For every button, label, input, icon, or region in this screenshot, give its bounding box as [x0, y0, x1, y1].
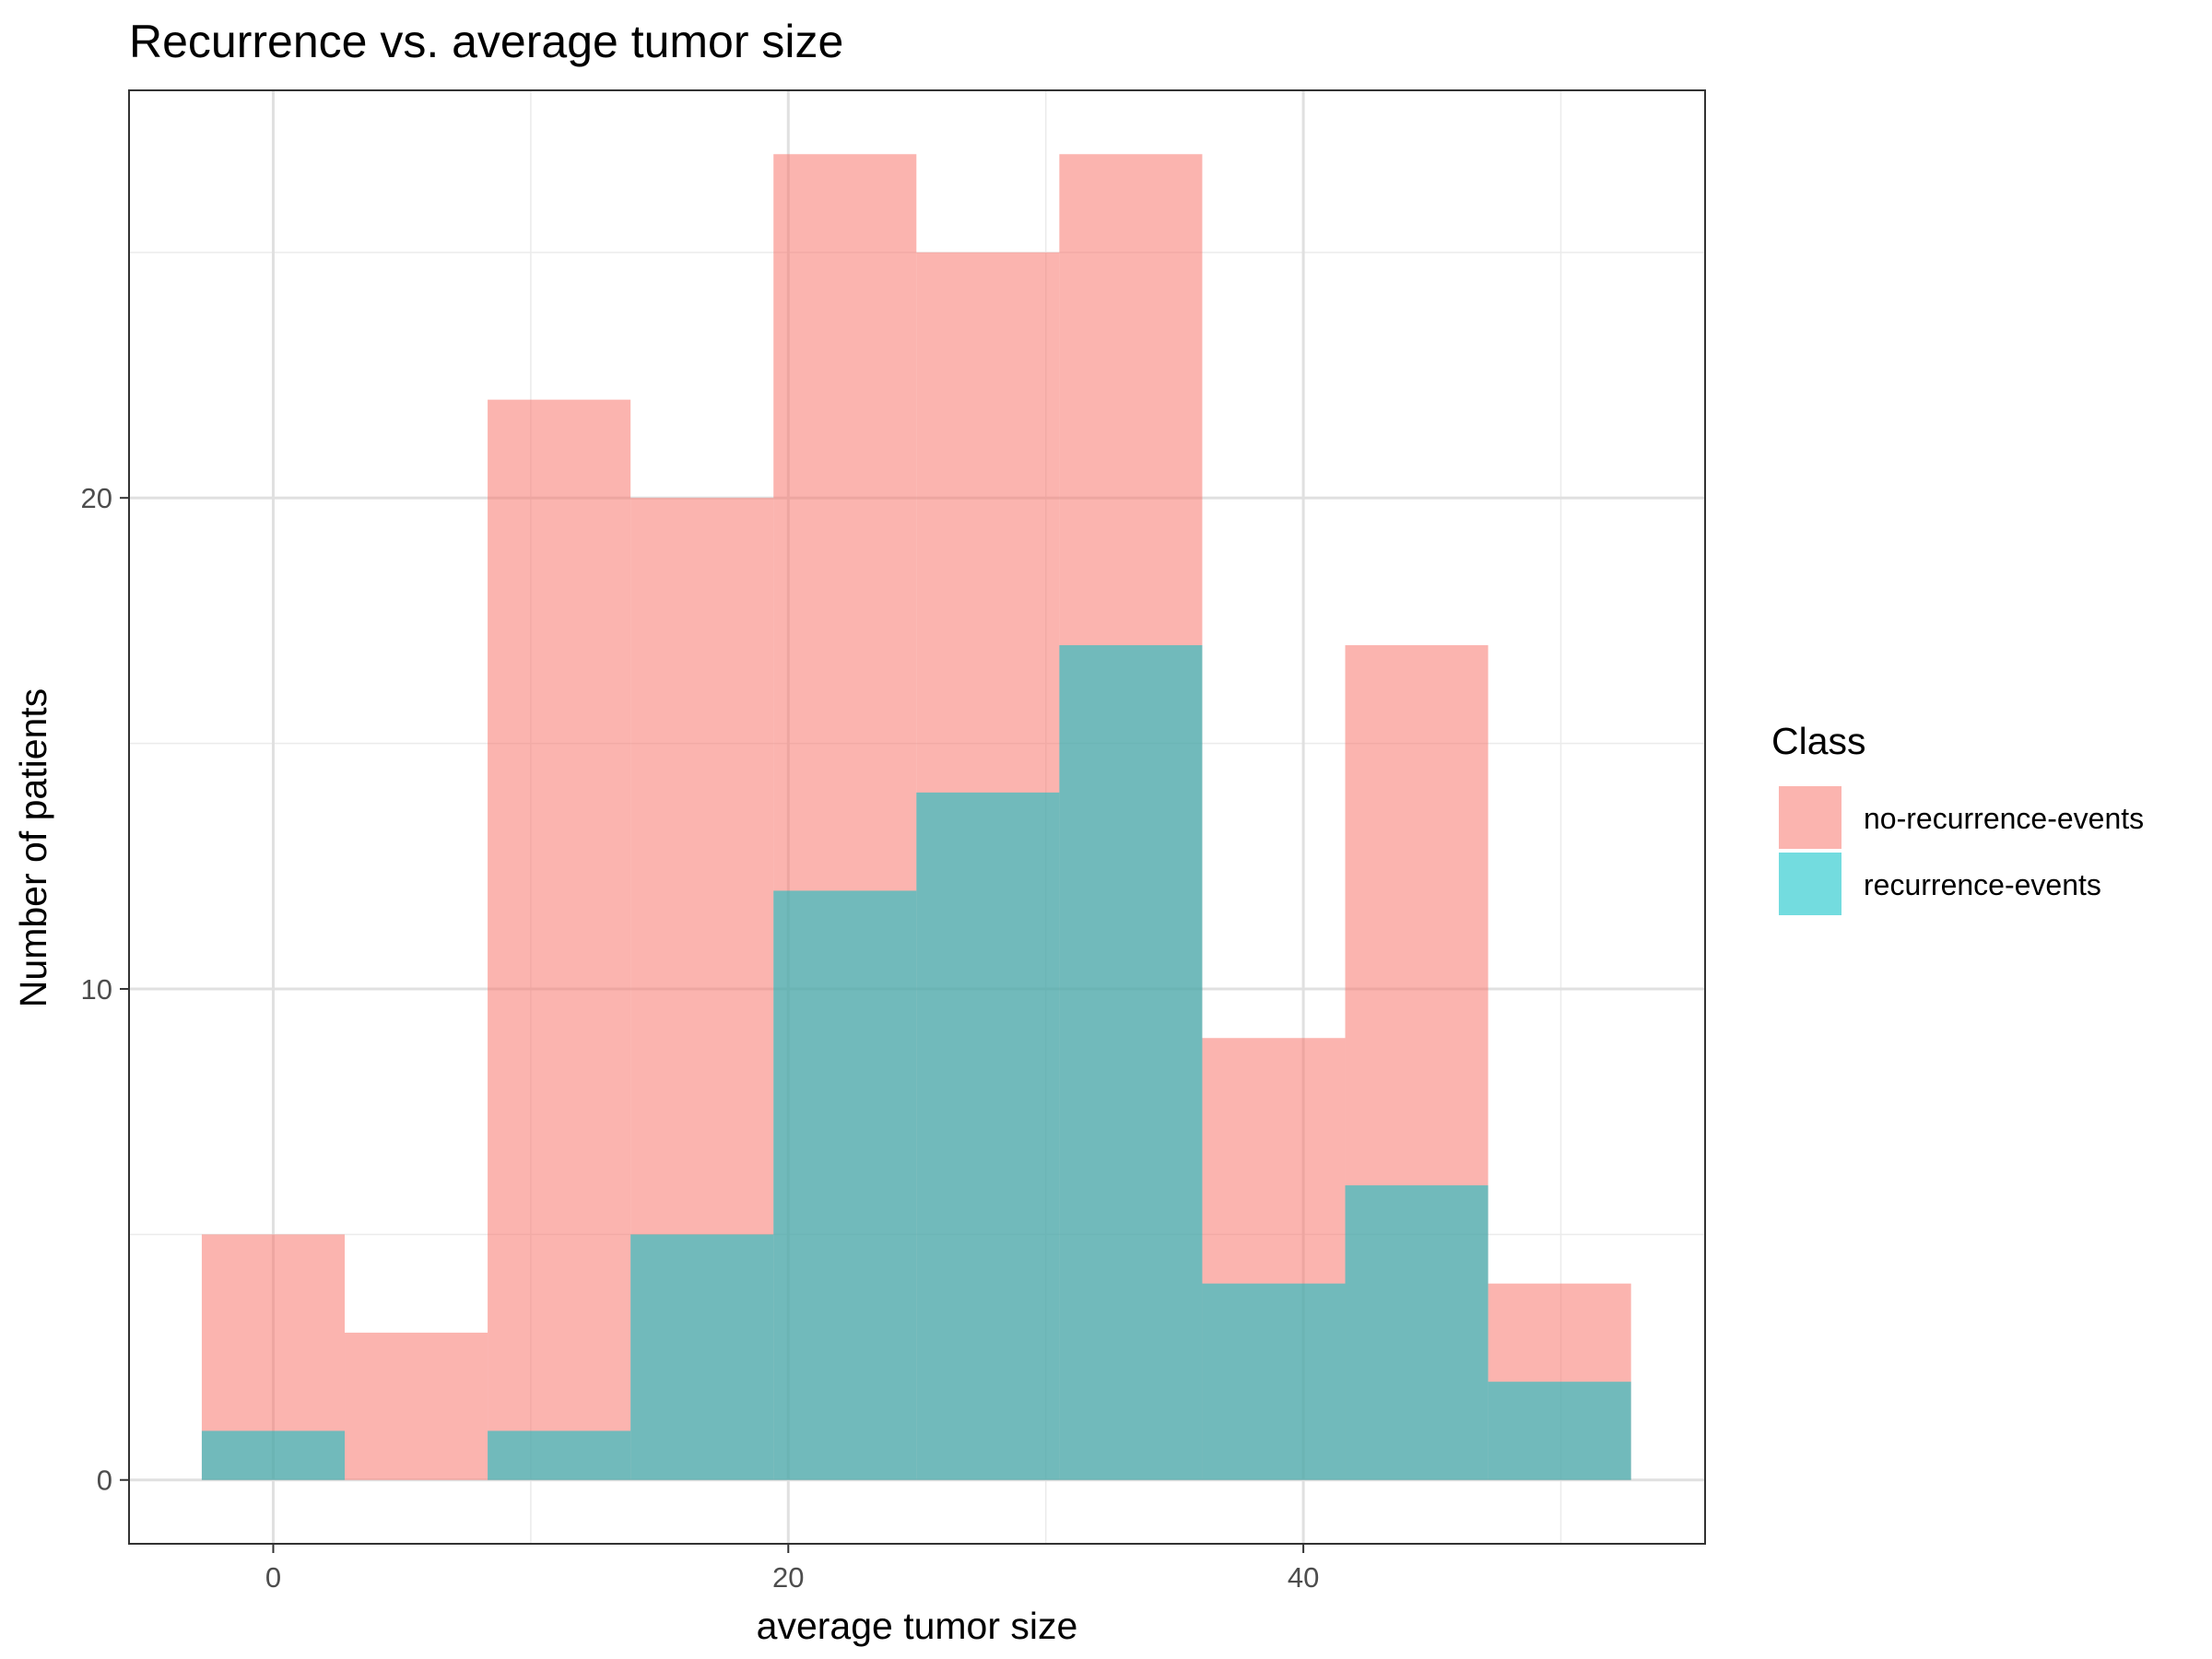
bar-recurrence-events-bin-5	[773, 890, 917, 1480]
x-tick-label: 0	[265, 1561, 281, 1594]
bar-recurrence-events-bin-9	[1345, 1185, 1488, 1480]
series-recurrence-events	[201, 645, 1631, 1480]
bar-recurrence-events-bin-8	[1202, 1283, 1346, 1480]
x-axis-title: average tumor size	[757, 1605, 1078, 1647]
histogram-bars	[201, 154, 1631, 1480]
legend-label-recurrence-events: recurrence-events	[1864, 868, 2101, 901]
y-tick-label: 0	[97, 1465, 112, 1497]
bar-recurrence-events-bin-6	[916, 792, 1060, 1480]
legend-key-no-recurrence-events	[1779, 786, 1841, 849]
y-tick-label: 20	[81, 482, 112, 514]
y-tick-label: 10	[81, 973, 112, 1006]
bar-recurrence-events-bin-7	[1059, 645, 1203, 1480]
legend-items: no-recurrence-events recurrence-events	[1779, 786, 2144, 915]
legend-label-no-recurrence-events: no-recurrence-events	[1864, 802, 2144, 835]
legend-key-recurrence-events	[1779, 853, 1841, 915]
bar-no-recurrence-events-bin-3	[488, 399, 631, 1480]
plot-panel-border	[128, 89, 1706, 1545]
bar-recurrence-events-bin-1	[201, 1430, 346, 1480]
legend: Class no-recurrence-events recurrence-eve…	[1771, 720, 2144, 915]
legend-title: Class	[1771, 720, 1866, 762]
bar-recurrence-events-bin-4	[630, 1234, 774, 1480]
x-tick-label: 40	[1288, 1561, 1319, 1594]
bar-recurrence-events-bin-10	[1488, 1382, 1631, 1480]
bar-no-recurrence-events-bin-2	[345, 1332, 488, 1480]
y-axis-title: Number of patients	[12, 688, 54, 1007]
x-tick-label: 20	[772, 1561, 804, 1594]
chart-title: Recurrence vs. average tumor size	[129, 16, 843, 67]
axis-ticks: 0 20 40 0 10 20	[81, 482, 1320, 1594]
bar-recurrence-events-bin-3	[488, 1430, 631, 1480]
